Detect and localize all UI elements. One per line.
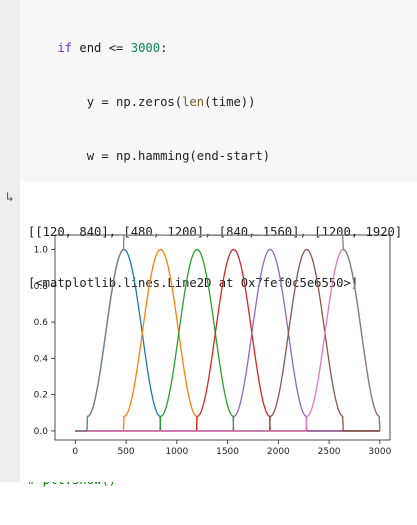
y-tick-label: 0.6 — [34, 318, 49, 328]
x-tick-label: 500 — [117, 447, 134, 457]
output-line-2: [<matplotlib.lines.Line2D at 0x7fef0c5e6… — [28, 276, 359, 290]
sum-series-line — [75, 234, 381, 432]
y-tick-label: 0.0 — [34, 427, 49, 437]
x-tick-label: 0 — [72, 447, 78, 457]
y-tick-label: 0.4 — [34, 354, 49, 364]
hamming-plot: 0.0 0.2 0.4 0.6 0.8 1.0 0 500 1000 1500 2000 2500 30… — [34, 234, 392, 457]
y-tick-label: 0.2 — [34, 391, 48, 401]
output-area — [0, 182, 417, 482]
cell-gutter — [0, 0, 20, 482]
y-tick-label: 0.8 — [34, 282, 49, 292]
x-tick-label: 1500 — [216, 447, 239, 457]
code-token: <= — [108, 41, 124, 55]
code-line: y = np.zeros(len(time)) — [28, 95, 256, 109]
x-tick-label: 1000 — [165, 447, 188, 457]
y-tick-label: 1.0 — [34, 246, 49, 256]
x-tick-label: 2500 — [318, 447, 341, 457]
code-cell[interactable]: if end <= 3000: y = np.zeros(len(time)) … — [0, 0, 417, 487]
code-token: 3000 — [130, 41, 161, 55]
code-token: len — [182, 95, 205, 109]
x-tick-label: 2000 — [267, 447, 290, 457]
series-line-7 — [75, 248, 381, 432]
x-tick-label: 3000 — [368, 447, 391, 457]
code-token: if — [28, 41, 73, 55]
code-line: if end <= 3000: — [28, 41, 168, 55]
code-line: w = np.hamming(end-start) — [28, 149, 271, 163]
output-arrow-icon: ↳ — [6, 190, 14, 205]
